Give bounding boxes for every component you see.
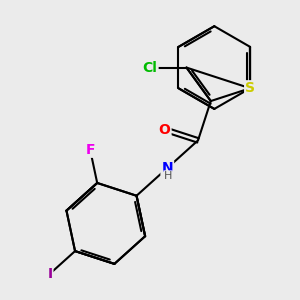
Text: S: S: [245, 81, 255, 95]
Text: Cl: Cl: [143, 61, 158, 75]
Text: I: I: [47, 267, 52, 281]
Text: F: F: [85, 143, 95, 157]
Text: O: O: [159, 122, 170, 136]
Text: N: N: [161, 161, 173, 175]
Text: H: H: [164, 171, 172, 181]
